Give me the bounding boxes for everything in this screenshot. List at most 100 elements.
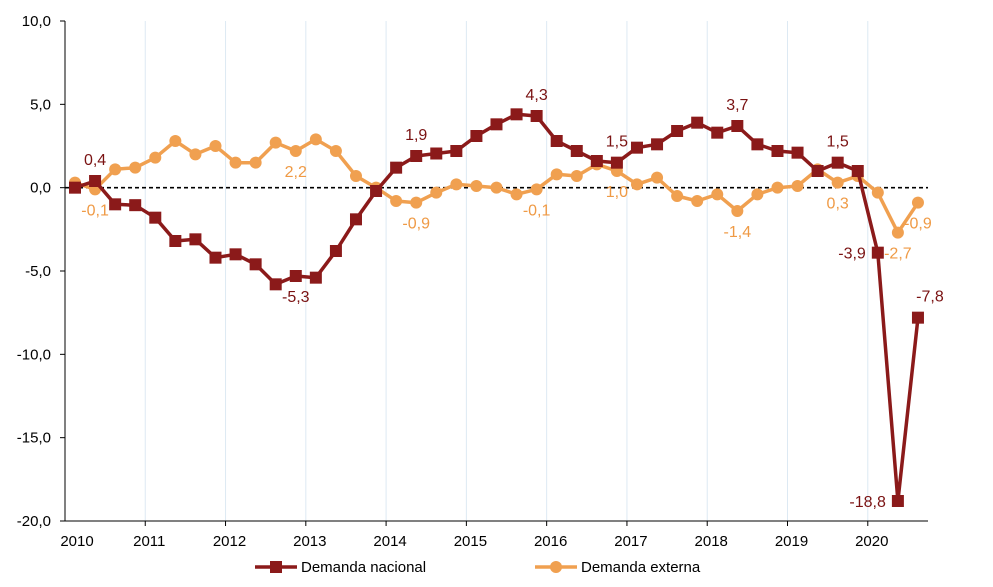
data-label: -0,9 [904, 216, 932, 233]
data-point-demanda-nacional [831, 156, 844, 169]
data-point-demanda-externa [309, 133, 322, 146]
data-point-demanda-nacional [309, 271, 322, 284]
gridlines [144, 21, 869, 521]
data-label: -18,8 [849, 494, 886, 511]
data-point-demanda-nacional [851, 165, 864, 177]
data-point-demanda-nacional [610, 156, 623, 169]
data-point-demanda-externa [390, 195, 403, 207]
y-tick-label: -10,0 [17, 346, 51, 363]
y-tick-label: -20,0 [17, 513, 51, 530]
data-label: -7,8 [916, 289, 944, 306]
data-point-demanda-externa [671, 190, 684, 202]
series-line-demanda-nacional [74, 112, 920, 503]
data-label: 1,9 [405, 127, 427, 144]
data-point-demanda-externa [129, 161, 142, 174]
legend-marker-demanda-externa [550, 561, 562, 573]
data-point-demanda-nacional [450, 145, 463, 157]
data-point-demanda-externa [450, 178, 463, 191]
data-point-demanda-nacional [470, 130, 483, 142]
data-point-demanda-nacional [630, 141, 643, 154]
y-tick-label: -5,0 [25, 263, 51, 280]
data-point-demanda-nacional [169, 235, 182, 247]
data-point-demanda-nacional [550, 135, 563, 147]
legend-marker-demanda-nacional [270, 561, 282, 573]
data-point-demanda-nacional [370, 185, 383, 197]
data-label: -0,9 [402, 216, 430, 233]
data-point-demanda-externa [831, 176, 844, 189]
data-point-demanda-externa [189, 148, 202, 161]
data-point-demanda-nacional [149, 211, 162, 224]
data-point-demanda-externa [349, 170, 362, 182]
x-tick-label: 2018 [695, 533, 728, 550]
data-point-demanda-nacional [671, 125, 684, 137]
x-tick-label: 2014 [373, 533, 406, 550]
data-label: 3,7 [726, 97, 748, 114]
data-point-demanda-nacional [731, 120, 744, 132]
y-tick-label: 10,0 [22, 13, 51, 30]
data-point-demanda-externa [329, 145, 342, 157]
data-point-demanda-nacional [69, 181, 81, 194]
data-point-demanda-externa [911, 196, 924, 209]
data-point-demanda-externa [410, 196, 423, 209]
data-point-demanda-nacional [590, 155, 603, 167]
y-tick-label: 0,0 [30, 180, 51, 197]
x-tick-label: 2019 [775, 533, 808, 550]
legend: Demanda nacional Demanda externa [255, 559, 701, 576]
data-point-demanda-nacional [129, 199, 142, 212]
y-tick-label: -15,0 [17, 430, 51, 447]
legend-label-demanda-nacional: Demanda nacional [301, 559, 426, 576]
data-point-demanda-nacional [329, 245, 342, 257]
data-point-demanda-nacional [911, 311, 924, 324]
data-point-demanda-externa [530, 183, 543, 196]
data-point-demanda-externa [711, 188, 724, 201]
data-point-demanda-nacional [691, 116, 704, 129]
data-label: 1,5 [827, 134, 849, 151]
data-point-demanda-nacional [410, 150, 423, 162]
series-group [69, 108, 924, 507]
data-point-demanda-nacional [891, 495, 904, 507]
data-point-demanda-nacional [269, 278, 282, 291]
data-point-demanda-externa [249, 156, 262, 169]
data-point-demanda-nacional [771, 145, 784, 157]
data-point-demanda-nacional [791, 146, 804, 159]
data-label: -3,9 [838, 246, 866, 263]
data-point-demanda-nacional [289, 270, 302, 282]
data-point-demanda-externa [490, 181, 503, 194]
legend-label-demanda-externa: Demanda externa [581, 559, 701, 576]
x-tick-label: 2011 [133, 533, 165, 550]
data-point-demanda-externa [771, 181, 784, 194]
data-point-demanda-nacional [189, 233, 202, 246]
data-point-demanda-externa [229, 156, 242, 169]
data-label: 2,2 [285, 164, 307, 181]
data-point-demanda-externa [289, 145, 302, 157]
data-point-demanda-externa [751, 188, 764, 201]
data-point-demanda-externa [891, 226, 904, 239]
data-point-demanda-nacional [209, 251, 222, 264]
data-point-demanda-nacional [430, 147, 443, 160]
data-label: -0,1 [523, 202, 551, 219]
data-point-demanda-nacional [751, 138, 764, 151]
data-point-demanda-externa [109, 163, 122, 176]
data-point-demanda-nacional [249, 258, 262, 271]
data-point-demanda-nacional [811, 165, 824, 177]
data-point-demanda-externa [871, 186, 884, 199]
data-label: -5,3 [282, 289, 310, 306]
x-tick-label: 2013 [293, 533, 326, 550]
data-point-demanda-externa [651, 171, 664, 184]
axes: 10,0 5,0 0,0 -5,0 -10,0 -15,0 -20,0 2010 2011 201… [17, 13, 928, 550]
data-point-demanda-externa [731, 205, 744, 217]
x-tick-label: 2020 [855, 533, 888, 550]
data-label: -1,4 [724, 224, 752, 241]
data-point-demanda-externa [570, 170, 583, 182]
data-point-demanda-externa [791, 180, 804, 192]
data-label: 1,0 [606, 184, 628, 201]
data-point-demanda-externa [430, 186, 443, 199]
data-point-demanda-externa [209, 140, 222, 152]
data-point-demanda-externa [550, 168, 563, 181]
data-point-demanda-nacional [490, 118, 503, 131]
data-label: 4,3 [525, 87, 547, 104]
data-point-demanda-nacional [871, 246, 884, 259]
data-point-demanda-externa [470, 180, 483, 192]
